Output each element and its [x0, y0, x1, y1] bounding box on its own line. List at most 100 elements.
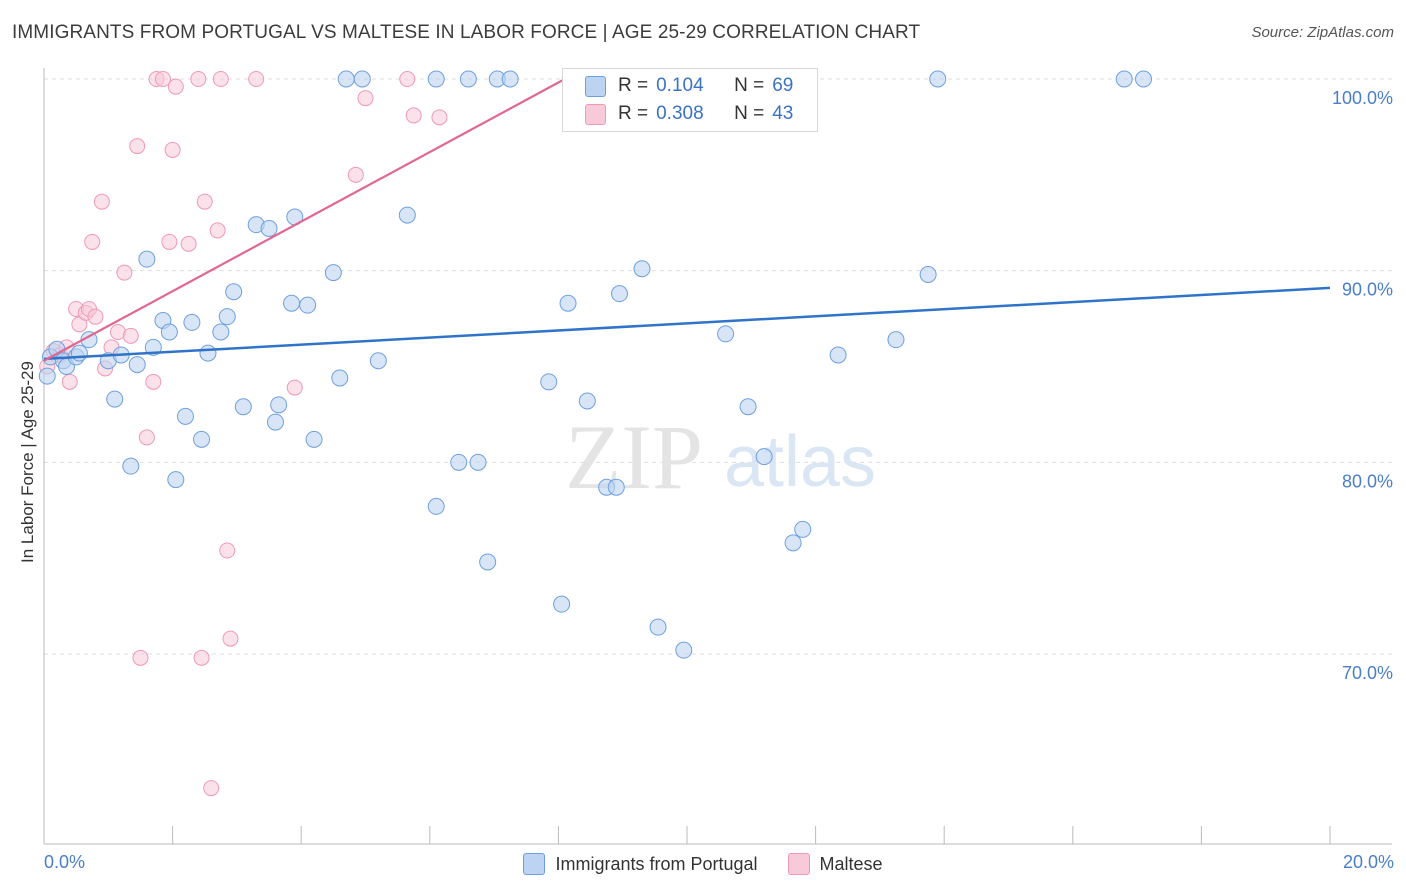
portugal-point[interactable]	[469, 453, 487, 471]
portugal-point[interactable]	[353, 70, 371, 88]
maltese-point[interactable]	[93, 193, 110, 210]
maltese-point[interactable]	[132, 649, 149, 666]
portugal-point[interactable]	[887, 331, 905, 349]
portugal-point[interactable]	[167, 471, 185, 489]
maltese-point[interactable]	[212, 71, 229, 87]
portugal-point[interactable]	[337, 70, 355, 88]
maltese-point[interactable]	[87, 308, 104, 325]
portugal-point[interactable]	[919, 266, 937, 283]
portugal-n-value: 69	[772, 75, 794, 96]
legend-label-portugal: Immigrants from Portugal	[555, 853, 758, 874]
maltese-point[interactable]	[431, 109, 448, 126]
maltese-point[interactable]	[286, 379, 303, 396]
portugal-point[interactable]	[739, 398, 757, 416]
stats-row-maltese: R = 0.308 N = 43	[585, 101, 793, 127]
portugal-point[interactable]	[299, 296, 317, 314]
maltese-point[interactable]	[84, 233, 101, 250]
portugal-point[interactable]	[176, 407, 194, 425]
portugal-point[interactable]	[610, 285, 628, 303]
portugal-point[interactable]	[755, 448, 773, 466]
portugal-point[interactable]	[450, 453, 468, 471]
portugal-point[interactable]	[398, 206, 416, 224]
portugal-point[interactable]	[38, 367, 56, 385]
maltese-point[interactable]	[164, 141, 181, 158]
maltese-point[interactable]	[248, 71, 265, 87]
portugal-point[interactable]	[369, 352, 387, 370]
maltese-point[interactable]	[116, 264, 133, 281]
portugal-point[interactable]	[1115, 70, 1133, 88]
maltese-point[interactable]	[167, 78, 184, 95]
maltese-point[interactable]	[190, 71, 207, 87]
portugal-point[interactable]	[675, 641, 693, 659]
n-label: N =	[734, 75, 765, 96]
portugal-point[interactable]	[540, 373, 558, 391]
portugal-point[interactable]	[794, 520, 812, 538]
portugal-point[interactable]	[559, 294, 577, 312]
portugal-point[interactable]	[266, 413, 284, 431]
portugal-point[interactable]	[218, 308, 236, 326]
portugal-point[interactable]	[305, 430, 323, 448]
maltese-point[interactable]	[122, 327, 139, 344]
portugal-point[interactable]	[183, 313, 201, 331]
r-label: R =	[618, 75, 649, 96]
watermark-zip: ZIP	[565, 406, 703, 508]
maltese-point[interactable]	[357, 90, 374, 107]
maltese-point[interactable]	[196, 193, 213, 210]
portugal-point[interactable]	[427, 497, 445, 515]
portugal-point[interactable]	[225, 283, 243, 301]
maltese-point[interactable]	[347, 166, 364, 183]
legend-item-maltese[interactable]: Maltese	[787, 853, 883, 875]
maltese-point[interactable]	[219, 542, 236, 559]
y-tick-label-90: 90.0%	[1342, 280, 1393, 300]
portugal-point[interactable]	[929, 70, 947, 88]
portugal-point[interactable]	[106, 390, 124, 408]
maltese-point[interactable]	[203, 780, 220, 797]
portugal-point[interactable]	[128, 356, 146, 374]
portugal-point[interactable]	[553, 595, 571, 613]
maltese-point[interactable]	[405, 107, 422, 124]
portugal-point[interactable]	[649, 618, 667, 636]
maltese-point[interactable]	[399, 71, 416, 87]
portugal-point[interactable]	[260, 220, 278, 237]
legend-item-portugal[interactable]: Immigrants from Portugal	[523, 853, 758, 875]
portugal-point[interactable]	[283, 294, 301, 312]
portugal-point[interactable]	[459, 70, 477, 88]
portugal-point[interactable]	[1135, 70, 1153, 88]
portugal-point[interactable]	[501, 70, 519, 88]
portugal-point[interactable]	[717, 325, 735, 343]
portugal-point[interactable]	[578, 392, 596, 410]
maltese-point[interactable]	[222, 630, 239, 647]
portugal-point[interactable]	[427, 70, 445, 88]
portugal-point[interactable]	[607, 478, 625, 496]
r-label: R =	[618, 103, 649, 124]
maltese-n-value: 43	[772, 103, 794, 124]
portugal-point[interactable]	[633, 260, 651, 278]
portugal-swatch	[585, 75, 606, 97]
portugal-point[interactable]	[122, 457, 140, 475]
portugal-point[interactable]	[160, 323, 178, 341]
portugal-point[interactable]	[784, 534, 802, 552]
portugal-point[interactable]	[138, 250, 156, 268]
portugal-point[interactable]	[479, 553, 497, 571]
maltese-point[interactable]	[145, 373, 162, 390]
maltese-point[interactable]	[161, 233, 178, 250]
portugal-point[interactable]	[324, 264, 342, 282]
portugal-point[interactable]	[234, 398, 252, 416]
maltese-point[interactable]	[209, 222, 226, 239]
maltese-point[interactable]	[138, 429, 155, 446]
source-credit: Source: ZipAtlas.com	[1251, 24, 1394, 41]
portugal-point[interactable]	[331, 369, 349, 387]
portugal-point[interactable]	[193, 430, 211, 448]
maltese-point[interactable]	[61, 373, 78, 390]
maltese-point[interactable]	[180, 235, 197, 252]
n-label: N =	[734, 103, 765, 124]
portugal-point[interactable]	[199, 344, 217, 362]
maltese-point[interactable]	[154, 71, 171, 87]
portugal-point[interactable]	[212, 323, 230, 341]
maltese-point[interactable]	[129, 138, 146, 155]
portugal-point[interactable]	[270, 396, 288, 414]
portugal-point[interactable]	[70, 344, 88, 362]
maltese-point[interactable]	[193, 649, 210, 666]
portugal-point[interactable]	[829, 346, 847, 364]
